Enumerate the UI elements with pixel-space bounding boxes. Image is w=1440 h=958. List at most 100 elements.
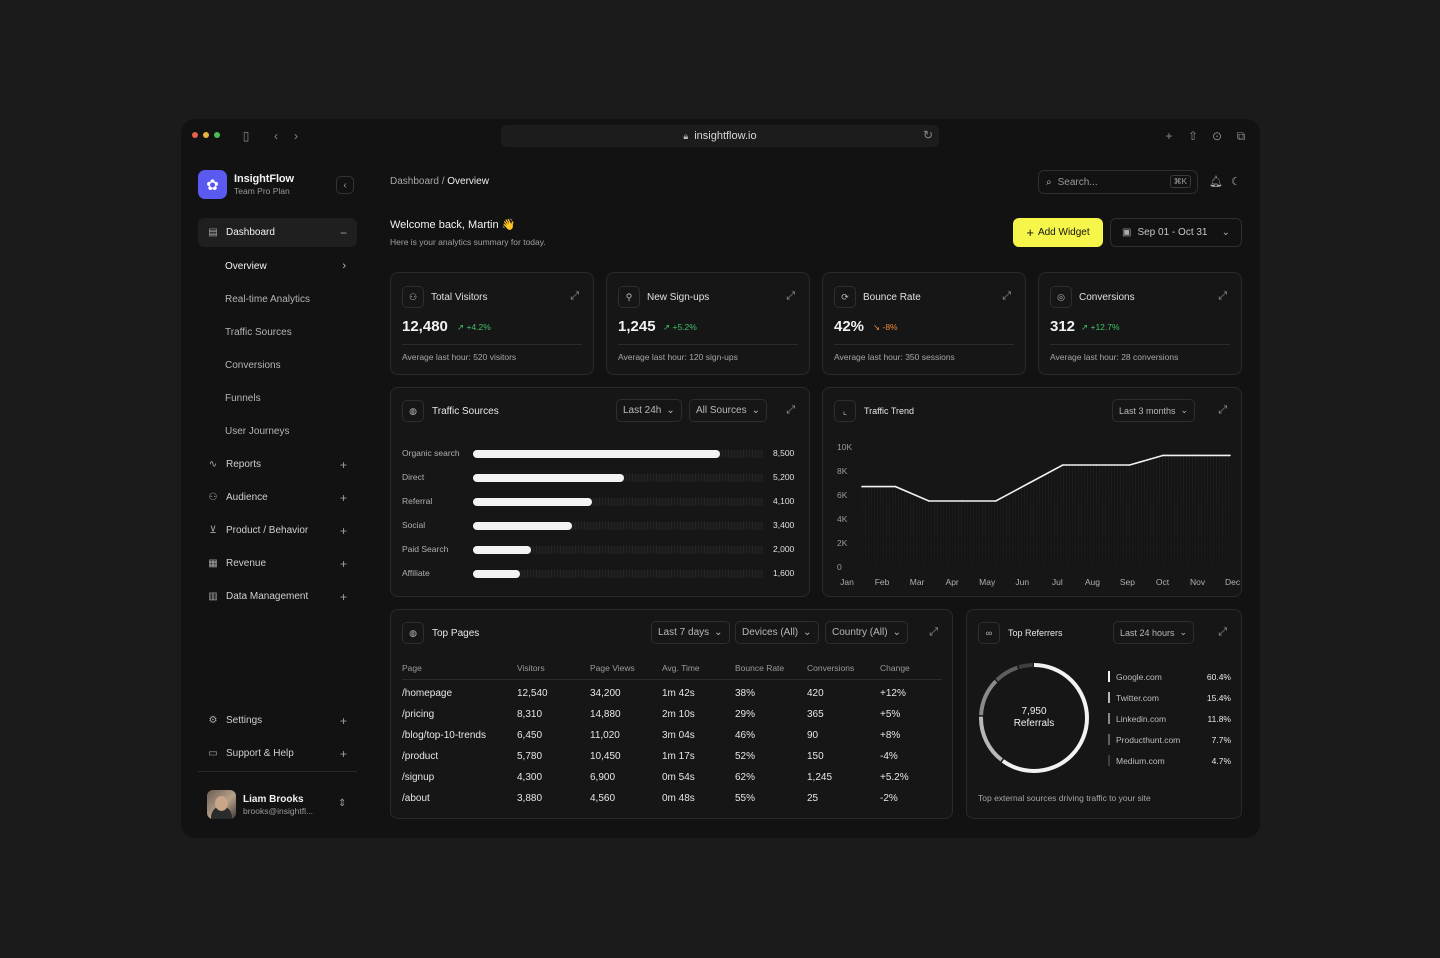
column-header[interactable]: Change (880, 657, 942, 680)
expand-icon[interactable]: ⤢ (929, 626, 938, 638)
table-cell: 10,450 (590, 751, 621, 762)
stat-change: ↗ +5.2% (663, 322, 697, 332)
stat-card-conversions: ◎ Conversions ⤢ 312 ↗ +12.7% Average last… (1038, 272, 1242, 375)
traffic-source-select[interactable]: All Sources ⌄ (689, 399, 767, 422)
x-tick-label: Feb (875, 577, 890, 587)
downloads-icon[interactable]: ⊙ (1211, 129, 1223, 143)
trend-point (1028, 482, 1031, 484)
bar-value: 5,200 (773, 472, 795, 482)
users-icon: ⚇ (402, 286, 424, 308)
sidebar-item-reports[interactable]: ∿ Reports + (198, 450, 357, 479)
sidebar-item-revenue[interactable]: ▦ Revenue + (198, 549, 357, 578)
address-bar[interactable]: 🔒︎ insightflow.io ↻ (501, 125, 939, 147)
trend-range-select[interactable]: Last 3 months ⌄ (1112, 399, 1196, 422)
trend-point (1229, 454, 1231, 457)
referrer-item[interactable]: Producthunt.com 7.7% (1108, 733, 1231, 746)
table-row[interactable]: /pricing 8,310 14,880 2m 10s 29% 365 +5% (402, 704, 942, 725)
column-header[interactable]: Visitors (517, 657, 590, 680)
forward-icon[interactable]: › (294, 129, 298, 143)
bell-icon[interactable]: 🔔︎ (1209, 176, 1223, 188)
referrer-item[interactable]: Medium.com 4.7% (1108, 754, 1231, 767)
top-pages-table: Page Visitors Page Views Avg. Time Bounce Ra… (402, 657, 942, 809)
chevron-right-icon: › (342, 260, 346, 272)
collapse-icon: − (339, 225, 347, 240)
expand-icon[interactable]: ⤢ (570, 290, 579, 302)
back-icon[interactable]: ‹ (274, 129, 278, 143)
plus-icon: + (339, 490, 347, 505)
stat-footer: Average last hour: 120 sign-ups (618, 352, 738, 362)
sidebar-subitem-conversions[interactable]: Conversions (198, 351, 357, 379)
sidebar-divider (198, 771, 357, 772)
card-title: Traffic Trend (864, 406, 915, 416)
table-row[interactable]: /about 3,880 4,560 0m 48s 55% 25 -2% (402, 788, 942, 809)
sidebar-item-support[interactable]: ▭ Support & Help + (198, 739, 357, 768)
breadcrumb-parent[interactable]: Dashboard (390, 176, 439, 187)
expand-icon[interactable]: ⤢ (1218, 290, 1227, 302)
sidebar-item-data-management[interactable]: ▥ Data Management + (198, 582, 357, 611)
sidebar-item-dashboard[interactable]: ▤ Dashboard − (198, 218, 357, 247)
expand-icon[interactable]: ⤢ (786, 404, 795, 416)
expand-icon[interactable]: ⤢ (1218, 626, 1227, 638)
sidebar-subitem-funnels[interactable]: Funnels (198, 384, 357, 412)
stat-change: ↘ -8% (873, 322, 898, 332)
sidebar-subitem-user-journeys[interactable]: User Journeys (198, 417, 357, 445)
legend-marker (1108, 734, 1110, 745)
user-email: brooks@insightfl... (243, 805, 314, 816)
table-row[interactable]: /product 5,780 10,450 1m 17s 52% 150 -4% (402, 746, 942, 767)
column-header[interactable]: Page (402, 657, 517, 680)
table-cell: 6,900 (590, 772, 616, 783)
table-row[interactable]: /homepage 12,540 34,200 1m 42s 38% 420 +12% (402, 679, 942, 704)
gear-icon: ⚙ (208, 715, 218, 726)
pages-device-select[interactable]: Devices (All) ⌄ (735, 621, 819, 644)
reload-icon[interactable]: ↻ (922, 128, 933, 142)
bar-track (473, 522, 764, 530)
stat-change: ↗ +12.7% (1081, 322, 1120, 332)
column-header[interactable]: Page Views (590, 657, 662, 680)
x-tick-label: Jul (1052, 577, 1063, 587)
add-widget-button[interactable]: + Add Widget (1013, 218, 1103, 247)
column-header[interactable]: Avg. Time (662, 657, 735, 680)
sidebar-subitem-traffic-sources[interactable]: Traffic Sources (198, 318, 357, 346)
stat-change: ↗ +4.2% (457, 322, 491, 332)
traffic-source-row: Social 3,400 (402, 520, 798, 530)
sidebar-item-product-behavior[interactable]: ⊻ Product / Behavior + (198, 516, 357, 545)
x-tick-label: Mar (910, 577, 925, 587)
referrers-range-select[interactable]: Last 24 hours ⌄ (1113, 621, 1195, 644)
sidebar-item-settings[interactable]: ⚙ Settings + (198, 706, 357, 735)
expand-icon[interactable]: ⤢ (1002, 290, 1011, 302)
traffic-time-select[interactable]: Last 24h ⌄ (616, 399, 682, 422)
traffic-source-row: Direct 5,200 (402, 472, 798, 482)
share-icon[interactable]: ⇧ (1187, 129, 1199, 143)
pages-country-select[interactable]: Country (All) ⌄ (825, 621, 908, 644)
search-input[interactable]: ⌕ Search... ⌘K (1038, 170, 1198, 194)
column-header[interactable]: Bounce Rate (735, 657, 807, 680)
table-row[interactable]: /blog/top-10-trends 6,450 11,020 3m 04s 46% 9… (402, 725, 942, 746)
moon-icon[interactable]: ☾ (1231, 176, 1241, 188)
sidebar-item-label: Funnels (225, 392, 261, 404)
new-tab-icon[interactable]: + (1165, 129, 1173, 143)
table-row[interactable]: /signup 4,300 6,900 0m 54s 62% 1,245 +5.2% (402, 767, 942, 788)
tabs-overview-icon[interactable]: ⧉ (1236, 128, 1246, 143)
welcome-title: Welcome back, Martin 👋 (390, 219, 516, 231)
brand[interactable]: ✿ InsightFlow Team Pro Plan (198, 170, 294, 199)
close-window-dot[interactable] (192, 132, 198, 138)
sidebar-subitem-overview[interactable]: Overview › (198, 252, 357, 280)
date-range-picker[interactable]: ▣ Sep 01 - Oct 31 ⌄ (1110, 218, 1242, 247)
pages-period-select[interactable]: Last 7 days ⌄ (651, 621, 730, 644)
expand-icon[interactable]: ⤢ (786, 290, 795, 302)
referrer-item[interactable]: Linkedin.com 11.8% (1108, 712, 1231, 725)
minimize-window-dot[interactable] (203, 132, 209, 138)
traffic-source-row: Organic search 8,500 (402, 448, 798, 458)
expand-icon[interactable]: ⤢ (1218, 404, 1227, 416)
chevron-down-icon: ⌄ (892, 627, 901, 638)
chevron-up-down-icon[interactable]: ⇕ (338, 798, 347, 809)
maximize-window-dot[interactable] (214, 132, 220, 138)
referrer-item[interactable]: Twitter.com 15.4% (1108, 691, 1231, 704)
sidebar-toggle-icon[interactable]: ▯ (242, 129, 250, 143)
sidebar-subitem-realtime[interactable]: Real-time Analytics (198, 285, 357, 313)
referrer-item[interactable]: Google.com 60.4% (1108, 670, 1231, 683)
sidebar-item-audience[interactable]: ⚇ Audience + (198, 483, 357, 512)
user-profile[interactable]: Liam Brooks brooks@insightfl... (207, 790, 313, 819)
collapse-sidebar-button[interactable]: ‹ (336, 176, 354, 194)
column-header[interactable]: Conversions (807, 657, 880, 680)
